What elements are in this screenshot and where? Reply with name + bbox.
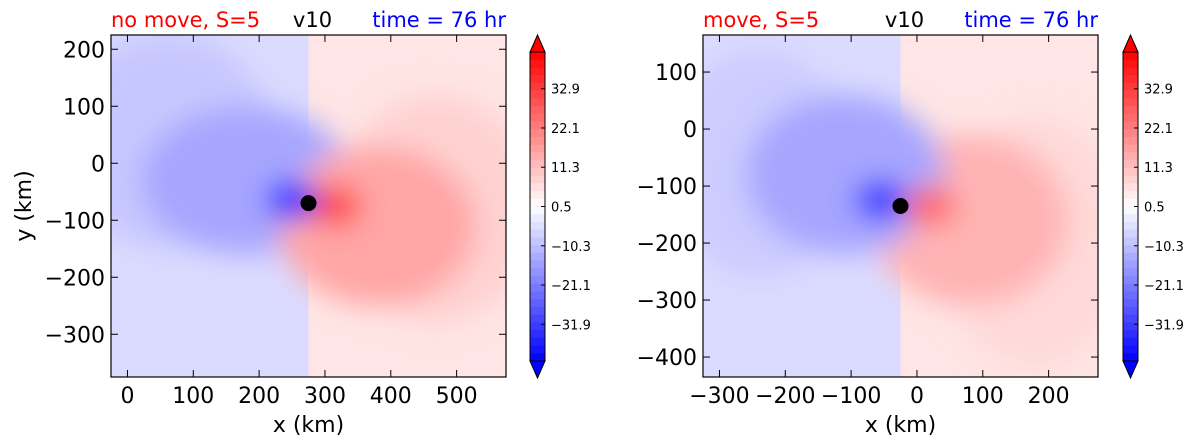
- x-tick-label: 100: [962, 384, 1004, 409]
- x-axis-label: x (km): [273, 413, 344, 438]
- title-right: time = 76 hr: [964, 8, 1098, 32]
- colorbar-tick-label: −10.3: [1144, 240, 1184, 255]
- colorbar-tick-label: −21.1: [551, 279, 591, 294]
- colorbar: 32.9 22.1 11.3 0.5 −10.3 −21.1 −31.9: [1123, 35, 1184, 378]
- colorbar-tick-label: 22.1: [551, 122, 580, 137]
- colorbar-tick-label: −31.9: [1144, 318, 1184, 333]
- y-tick-label: 100: [655, 61, 697, 86]
- panel-2: −300 −200 −100 0 100 2001000−100−200−300−400x…: [637, 8, 1184, 438]
- center-marker: [893, 198, 909, 214]
- colorbar-tick-label: 22.1: [1144, 122, 1173, 137]
- colorbar-tick-label: 11.3: [1144, 161, 1173, 176]
- colorbar-extend-max: [530, 35, 545, 52]
- title-left: no move, S=5: [111, 8, 260, 32]
- colorbar-tick-label: 11.3: [551, 161, 580, 176]
- x-tick-label: 500: [436, 384, 478, 409]
- x-tick-label: 0: [120, 384, 134, 409]
- x-axis-label: x (km): [865, 413, 936, 438]
- y-tick-label: −100: [45, 209, 105, 234]
- y-axis-label: y (km): [12, 170, 37, 241]
- x-tick-label: 300: [304, 384, 346, 409]
- field-pos-lobe: [279, 146, 477, 306]
- x-tick-label: 400: [370, 384, 412, 409]
- y-tick-label: −300: [637, 289, 697, 314]
- y-tick-label: −200: [637, 232, 697, 257]
- y-tick-label: −200: [45, 266, 105, 291]
- y-tick-label: 100: [63, 95, 105, 120]
- panel-1: 0 100 200 300 400 500 200 100 0 −100 −200 −300 x (km…: [12, 8, 591, 438]
- y-tick-label: 200: [63, 38, 105, 63]
- x-tick-label: −100: [821, 384, 881, 409]
- y-tick-label: −400: [637, 346, 697, 371]
- field-pos-lobe: [904, 186, 957, 226]
- title-center: v10: [293, 8, 332, 32]
- colorbar-tick-label: 0.5: [551, 201, 572, 216]
- colorbar-extend-min: [1123, 361, 1138, 378]
- colorbar-tick-label: 0.5: [1144, 201, 1165, 216]
- x-tick-label: −200: [755, 384, 815, 409]
- x-tick-label: 100: [172, 384, 214, 409]
- x-tick-label: −300: [689, 384, 749, 409]
- colorbar-tick-label: −31.9: [551, 318, 591, 333]
- y-tick-label: 0: [683, 118, 697, 143]
- colorbar-tick-label: 32.9: [551, 83, 580, 98]
- y-tick-label: −100: [637, 175, 697, 200]
- colorbar-tick-label: −10.3: [551, 240, 591, 255]
- x-tick-label: 200: [238, 384, 280, 409]
- colorbar-extend-min: [530, 361, 545, 378]
- field-neg-lobe: [746, 95, 944, 255]
- x-tick-label: 0: [910, 384, 924, 409]
- x-tick-label: 200: [1028, 384, 1070, 409]
- colorbar-tick-label: 32.9: [1144, 83, 1173, 98]
- colorbar-tick-label: −21.1: [1144, 279, 1184, 294]
- colorbar: 32.9 22.1 11.3 0.5 −10.3 −21.1 −31.9: [530, 35, 591, 378]
- title-center: v10: [885, 8, 924, 32]
- title-left: move, S=5: [703, 8, 819, 32]
- title-right: time = 76 hr: [372, 8, 506, 32]
- center-marker: [301, 195, 317, 211]
- field-panel-1: [62, 32, 536, 377]
- colorbar-extend-max: [1123, 35, 1138, 52]
- y-tick-label: −300: [45, 323, 105, 348]
- y-tick-label: 0: [91, 152, 105, 177]
